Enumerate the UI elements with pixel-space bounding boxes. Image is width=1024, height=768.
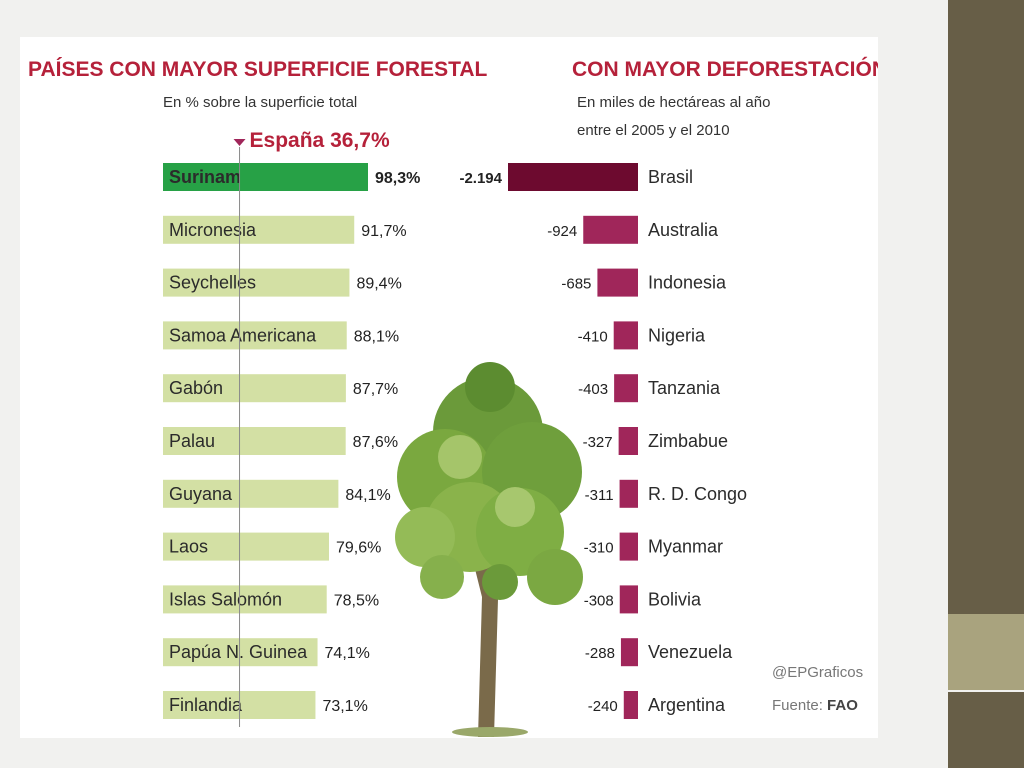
forest-bar-guyana [163, 479, 339, 508]
deforest-bar-bolivia [619, 585, 638, 614]
forest-bar-palau [163, 427, 346, 455]
forest-bar-seychelles [163, 268, 350, 297]
deforest-value-bolivia: -308 [584, 592, 614, 609]
deforest-bar-venezuela [620, 638, 638, 667]
forest-label-surinam: Surinam [169, 167, 241, 187]
deforest-label-zimbabue: Zimbabue [648, 431, 728, 451]
forest-bar-islas-salomon [163, 585, 327, 614]
deforest-value-myanmar: -310 [584, 540, 614, 557]
slide: PAÍSES CON MAYOR SUPERFICIE FORESTAL En … [20, 37, 878, 738]
deforest-value-tanzania: -403 [578, 381, 608, 398]
deforest-bar-myanmar [619, 532, 638, 561]
forest-bar-papua-n-guinea [163, 638, 318, 667]
right-subtitle-line-2: entre el 2005 y el 2010 [577, 122, 730, 139]
credit-author: @EPGraficos [772, 664, 863, 681]
deforest-bar-brasil [508, 163, 638, 191]
forest-bar-gabon [163, 374, 346, 403]
deforest-bar-australia [583, 215, 638, 244]
left-subtitle: En % sobre la superficie total [163, 94, 357, 111]
credit-source: Fuente: FAO [772, 697, 858, 714]
deforest-value-venezuela: -288 [585, 645, 615, 662]
deforest-label-myanmar: Myanmar [648, 537, 723, 557]
tree-icon [395, 362, 583, 737]
deforest-value-brasil: -2.194 [459, 170, 502, 187]
forest-label-gabon: Gabón [169, 378, 223, 398]
forest-bar-laos [163, 532, 330, 561]
forest-label-finlandia: Finlandia [169, 695, 243, 715]
credit-source-prefix: Fuente: [772, 697, 823, 714]
forest-value-islas-salomon: 78,5% [334, 592, 379, 609]
forest-value-palau: 87,6% [353, 434, 398, 451]
deforest-value-argentina: -240 [588, 698, 618, 715]
deforest-bar-nigeria [613, 321, 638, 350]
left-bars: Surinam 98,3% Micronesia 91,7% Seychelles 89,… [163, 129, 420, 727]
deforest-value-zimbabue: -327 [583, 434, 613, 451]
spain-marker-icon [233, 139, 246, 146]
forest-label-guyana: Guyana [169, 484, 233, 504]
spain-reference-label: España 36,7% [250, 129, 390, 152]
forest-value-papua-n-guinea: 74,1% [325, 645, 370, 662]
deforest-bar-indonesia [597, 268, 638, 297]
deforest-label-indonesia: Indonesia [648, 273, 727, 293]
forest-value-seychelles: 89,4% [356, 276, 401, 293]
forest-label-seychelles: Seychelles [169, 273, 256, 293]
deforest-label-brasil: Brasil [648, 167, 693, 187]
right-bars: -2.194 Brasil -924 Australia -685 Indonesia -4… [459, 163, 747, 719]
forest-value-laos: 79,6% [336, 540, 381, 557]
deforest-bar-zimbabue [618, 427, 638, 455]
left-title: PAÍSES CON MAYOR SUPERFICIE FORESTAL [28, 58, 488, 81]
forest-bar-surinam [163, 163, 368, 191]
deforest-label-argentina: Argentina [648, 695, 726, 715]
forest-value-gabon: 87,7% [353, 381, 398, 398]
forest-value-finlandia: 73,1% [322, 698, 367, 715]
credit-source-name: FAO [827, 697, 858, 714]
deforest-value-nigeria: -410 [578, 328, 608, 345]
forest-label-palau: Palau [169, 431, 215, 451]
deforest-label-r-d-congo: R. D. Congo [648, 484, 747, 504]
forest-value-guyana: 84,1% [345, 487, 390, 504]
deforest-value-indonesia: -685 [561, 276, 591, 293]
forest-value-samoa-americana: 88,1% [354, 328, 399, 345]
deforest-label-venezuela: Venezuela [648, 642, 733, 662]
forest-label-papua-n-guinea: Papúa N. Guinea [169, 642, 308, 662]
forest-value-surinam: 98,3% [375, 170, 420, 187]
forest-value-micronesia: 91,7% [361, 223, 406, 240]
deforest-value-r-d-congo: -311 [585, 487, 614, 504]
deforest-label-bolivia: Bolivia [648, 589, 702, 609]
deforest-label-tanzania: Tanzania [648, 378, 721, 398]
forest-label-micronesia: Micronesia [169, 220, 257, 240]
right-subtitle-line-1: En miles de hectáreas al año [577, 94, 770, 111]
deforest-bar-r-d-congo [619, 479, 638, 508]
deforest-bar-argentina [623, 691, 638, 719]
deforest-value-australia: -924 [547, 223, 577, 240]
infographic: PAÍSES CON MAYOR SUPERFICIE FORESTAL En … [28, 57, 878, 737]
side-accent-block [948, 614, 1024, 690]
deforest-label-australia: Australia [648, 220, 719, 240]
forest-label-laos: Laos [169, 537, 208, 557]
forest-label-islas-salomon: Islas Salomón [169, 589, 282, 609]
forest-label-samoa-americana: Samoa Americana [169, 325, 317, 345]
forest-bar-samoa-americana [163, 321, 347, 350]
right-title: CON MAYOR DEFORESTACIÓN [572, 57, 878, 81]
forest-bar-micronesia [163, 215, 355, 244]
deforest-bar-tanzania [614, 374, 638, 403]
side-accent-line [948, 690, 1024, 692]
deforest-label-nigeria: Nigeria [648, 325, 706, 345]
